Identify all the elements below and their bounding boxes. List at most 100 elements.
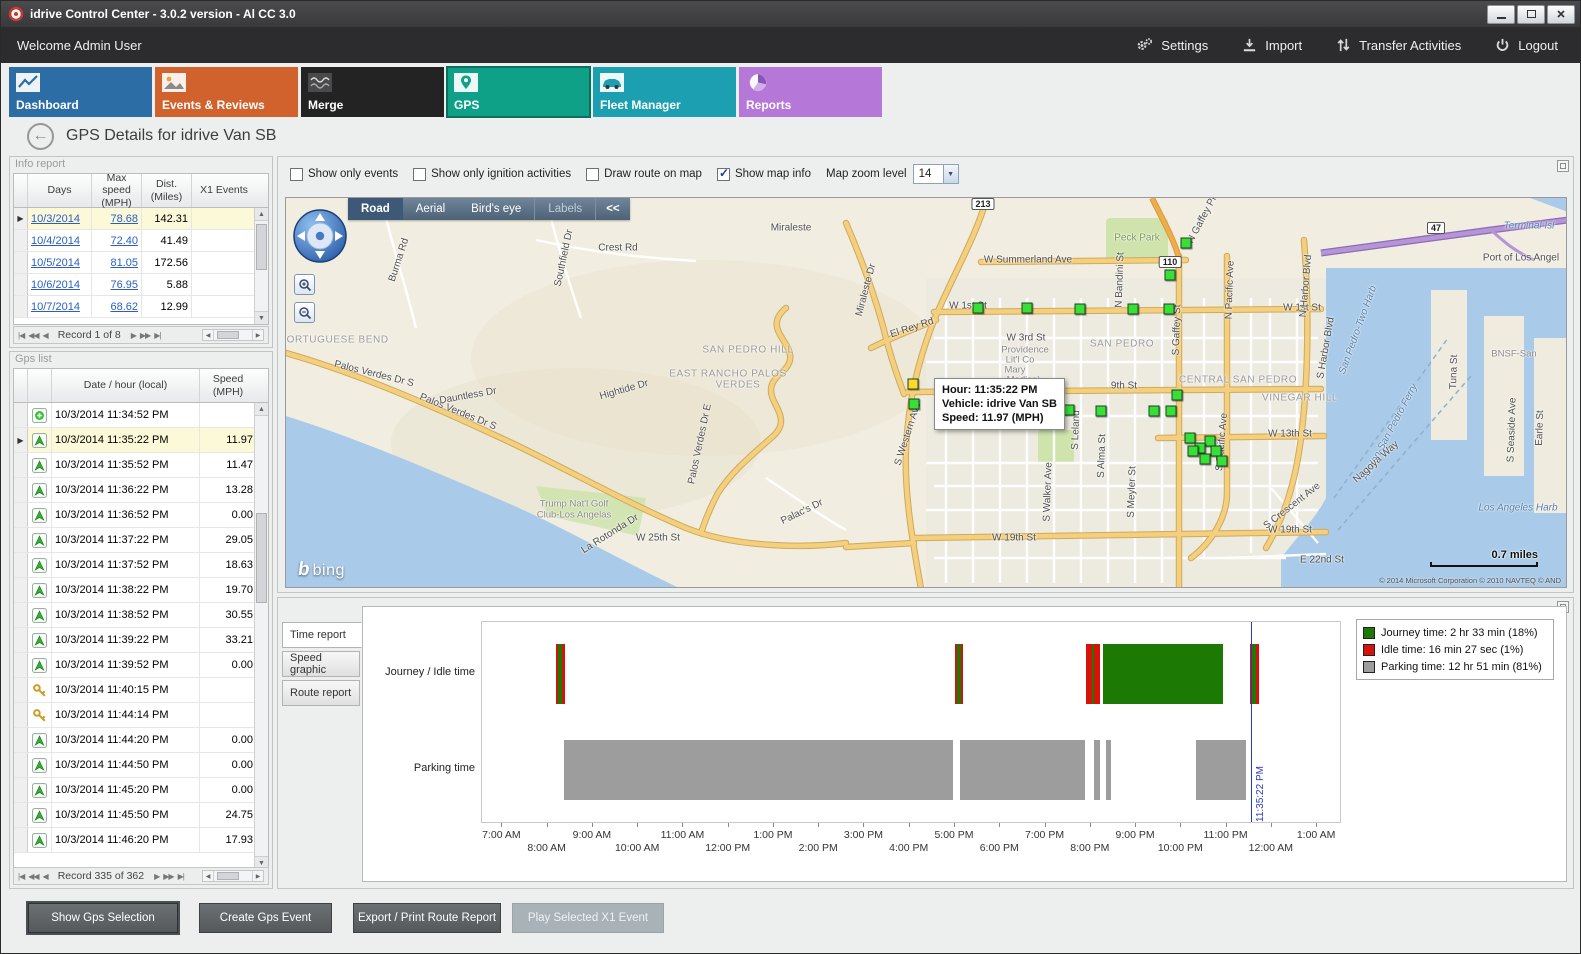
info-table-row[interactable]: 10/7/2014 68.62 12.99: [14, 296, 268, 318]
time-cursor-line[interactable]: [1251, 622, 1253, 822]
col-dist-header[interactable]: Dist. (Miles): [142, 174, 192, 207]
info-table-row[interactable]: 10/5/2014 81.05 172.56: [14, 252, 268, 274]
gps-table-row[interactable]: 10/3/2014 11:38:22 PM 19.70: [14, 578, 268, 603]
zoom-out-button[interactable]: [294, 302, 315, 323]
gps-table-row[interactable]: 10/3/2014 11:40:15 PM: [14, 678, 268, 703]
settings-button[interactable]: Settings: [1135, 37, 1208, 53]
map-option-checkbox[interactable]: Show only events: [290, 167, 398, 181]
gps-table-row[interactable]: 10/3/2014 11:39:52 PM 0.00: [14, 653, 268, 678]
map-zoom-level-select[interactable]: 14 ▼: [912, 164, 959, 184]
create-gps-event-button[interactable]: Create Gps Event: [199, 903, 332, 933]
show-gps-selection-button[interactable]: Show Gps Selection: [28, 903, 178, 933]
map-option-checkbox[interactable]: Show only ignition activities: [413, 167, 571, 181]
datetime-cell[interactable]: 10/3/2014 11:44:50 PM: [52, 753, 200, 777]
datetime-cell[interactable]: 10/3/2014 11:37:52 PM: [52, 553, 200, 577]
gps-table-row[interactable]: 10/3/2014 11:36:22 PM 13.28: [14, 478, 268, 503]
tab-dashboard[interactable]: Dashboard: [9, 67, 152, 117]
gps-table-row[interactable]: 10/3/2014 11:36:52 PM 0.00: [14, 503, 268, 528]
nav-prev-icon[interactable]: ◀: [42, 871, 49, 881]
nav-prev-page-icon[interactable]: ◀◀: [28, 871, 39, 881]
datetime-cell[interactable]: 10/3/2014 11:44:14 PM: [52, 703, 200, 727]
gps-marker[interactable]: [1204, 435, 1216, 447]
scroll-up-icon[interactable]: ▲: [255, 208, 268, 221]
report-tab[interactable]: Route report: [282, 680, 360, 706]
info-table-row[interactable]: ▶ 10/3/2014 78.68 142.31: [14, 208, 268, 230]
gps-table-row[interactable]: 10/3/2014 11:34:52 PM: [14, 403, 268, 428]
logout-button[interactable]: Logout: [1495, 37, 1558, 53]
datetime-cell[interactable]: 10/3/2014 11:34:52 PM: [52, 403, 200, 427]
map-view-tab[interactable]: Aerial: [415, 203, 446, 215]
col-days-header[interactable]: Days: [28, 174, 92, 207]
gps-marker[interactable]: [1210, 445, 1222, 457]
gps-grid-vscrollbar[interactable]: ▲ ▼: [254, 403, 268, 869]
nav-first-icon[interactable]: |◀: [18, 330, 25, 340]
map-view-tab[interactable]: Bird's eye: [471, 203, 522, 215]
gps-table-row[interactable]: 10/3/2014 11:45:50 PM 24.75: [14, 803, 268, 828]
gps-marker[interactable]: [1095, 405, 1107, 417]
import-button[interactable]: Import: [1242, 37, 1302, 53]
gps-marker[interactable]: [1164, 269, 1176, 281]
datetime-cell[interactable]: 10/3/2014 11:37:22 PM: [52, 528, 200, 552]
map-bar-collapse-button[interactable]: <<: [595, 198, 629, 220]
gps-marker[interactable]: [908, 398, 920, 410]
scroll-left-icon[interactable]: ◀: [203, 330, 214, 340]
datetime-cell[interactable]: 10/3/2014 11:45:50 PM: [52, 803, 200, 827]
gps-marker[interactable]: [1021, 302, 1033, 314]
gps-marker[interactable]: [1171, 389, 1183, 401]
close-button[interactable]: [1547, 4, 1575, 24]
days-cell[interactable]: 10/7/2014: [28, 296, 92, 317]
scrollbar-thumb[interactable]: [256, 513, 267, 603]
gps-marker[interactable]: [1074, 303, 1086, 315]
gps-marker[interactable]: [1165, 405, 1177, 417]
scroll-down-icon[interactable]: ▼: [255, 856, 268, 869]
export-print-route-report-button[interactable]: Export / Print Route Report: [353, 903, 501, 933]
col-speed-header[interactable]: Speed (MPH): [212, 373, 244, 398]
nav-next-icon[interactable]: ▶: [154, 871, 160, 881]
gps-table-row[interactable]: 10/3/2014 11:37:22 PM 29.05: [14, 528, 268, 553]
max-speed-cell[interactable]: 76.95: [92, 274, 142, 295]
scroll-left-icon[interactable]: ◀: [203, 871, 214, 881]
tab-events-reviews[interactable]: Events & Reviews: [155, 67, 298, 117]
datetime-cell[interactable]: 10/3/2014 11:38:52 PM: [52, 603, 200, 627]
chevron-down-icon[interactable]: ▼: [942, 165, 958, 183]
collapse-map-panel-button[interactable]: [1557, 160, 1569, 172]
datetime-cell[interactable]: 10/3/2014 11:39:22 PM: [52, 628, 200, 652]
datetime-cell[interactable]: 10/3/2014 11:35:22 PM: [52, 428, 200, 452]
map-canvas[interactable]: Miraleste Crest Rd Burma Rd Southfield D…: [285, 197, 1567, 588]
nav-last-icon[interactable]: ▶|: [177, 871, 185, 881]
nav-prev-icon[interactable]: ◀: [42, 330, 49, 340]
checkbox-icon[interactable]: [290, 167, 303, 181]
minimize-button[interactable]: [1487, 4, 1515, 24]
report-tab[interactable]: Speed graphic: [282, 651, 360, 677]
scroll-right-icon[interactable]: ▶: [252, 871, 263, 881]
scroll-right-icon[interactable]: ▶: [252, 330, 263, 340]
scroll-up-icon[interactable]: ▲: [255, 403, 268, 416]
map-option-checkbox[interactable]: Show map info: [716, 166, 811, 181]
gps-table-row[interactable]: ▶ 10/3/2014 11:35:22 PM 11.97: [14, 428, 268, 453]
map-option-checkbox[interactable]: Draw route on map: [586, 167, 702, 181]
days-cell[interactable]: 10/6/2014: [28, 274, 92, 295]
info-table-row[interactable]: 10/4/2014 72.40 41.49: [14, 230, 268, 252]
checkbox-icon[interactable]: [716, 166, 730, 181]
nav-first-icon[interactable]: |◀: [18, 871, 25, 881]
info-grid-vscrollbar[interactable]: ▲ ▼: [254, 208, 268, 324]
map-compass-control[interactable]: [292, 208, 348, 264]
gps-marker[interactable]: [1184, 432, 1196, 444]
nav-next-page-icon[interactable]: ▶▶: [163, 871, 174, 881]
maximize-button[interactable]: [1517, 4, 1545, 24]
nav-prev-page-icon[interactable]: ◀◀: [28, 330, 39, 340]
nav-next-icon[interactable]: ▶: [130, 330, 137, 340]
datetime-cell[interactable]: 10/3/2014 11:36:22 PM: [52, 478, 200, 502]
gps-table-row[interactable]: 10/3/2014 11:39:22 PM 33.21: [14, 628, 268, 653]
datetime-cell[interactable]: 10/3/2014 11:35:52 PM: [52, 453, 200, 477]
gps-grid-hscrollbar[interactable]: ◀ ▶: [202, 870, 264, 882]
max-speed-cell[interactable]: 78.68: [92, 208, 142, 229]
scroll-down-icon[interactable]: ▼: [255, 311, 268, 324]
map-view-tab[interactable]: Labels: [534, 198, 595, 220]
gps-marker[interactable]: [1148, 405, 1160, 417]
gps-table-row[interactable]: 10/3/2014 11:44:50 PM 0.00: [14, 753, 268, 778]
days-cell[interactable]: 10/5/2014: [28, 252, 92, 273]
gps-marker[interactable]: [1127, 303, 1139, 315]
transfer-activities-button[interactable]: Transfer Activities: [1336, 37, 1461, 53]
tab-reports[interactable]: Reports: [739, 67, 882, 117]
